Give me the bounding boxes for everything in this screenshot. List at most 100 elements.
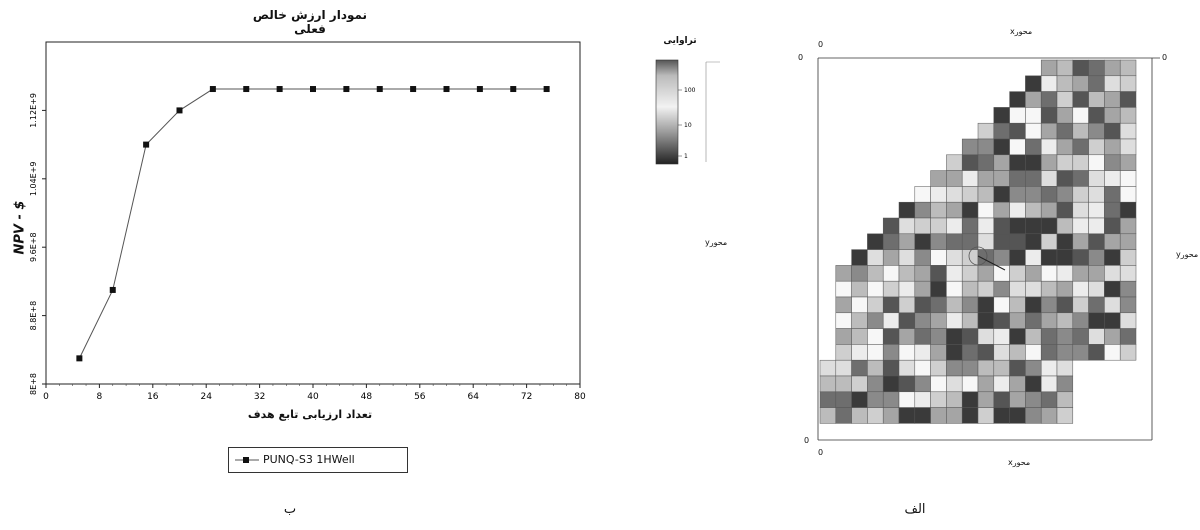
grid-cell [1104, 249, 1121, 266]
grid-cell [1009, 91, 1026, 108]
grid-cell [1040, 107, 1058, 124]
grid-cell [1119, 59, 1137, 77]
grid-cell [977, 154, 995, 171]
grid-cell [1119, 75, 1137, 92]
grid-cell [961, 328, 979, 345]
grid-cell [898, 344, 916, 361]
grid-cell [1072, 296, 1089, 314]
grid-cell [1072, 265, 1089, 282]
grid-cell [1009, 344, 1026, 361]
grid-cell [1025, 75, 1042, 92]
grid-cell [882, 280, 900, 298]
grid-cell [851, 249, 868, 266]
grid-cell [993, 312, 1010, 329]
grid-cell [1040, 233, 1058, 250]
grid-cell [867, 265, 884, 282]
grid-cell [1072, 249, 1089, 266]
grid-cell [1119, 122, 1137, 140]
grid-cell [946, 296, 963, 314]
grid-cell [930, 391, 947, 408]
grid-cell [946, 328, 963, 345]
y-axis: 8E+8 8.8E+8 9.6E+8 1.04E+9 1.12E+9 [29, 93, 46, 395]
x-tick-label: 72 [521, 392, 532, 402]
grid-cell [993, 344, 1010, 361]
grid-cell [993, 280, 1010, 298]
grid-cell [1040, 344, 1058, 361]
grid-cell [867, 391, 884, 408]
grid-cell [930, 375, 947, 393]
corner-label: 0 [798, 53, 804, 62]
grid-cell [898, 407, 916, 424]
grid-cell [1088, 91, 1105, 108]
colorbar-gradient [655, 59, 679, 165]
grid-cell [1040, 201, 1058, 219]
grid-cell [851, 375, 868, 393]
grid-cell [1040, 407, 1058, 424]
grid-cell [1009, 217, 1026, 235]
grid-cell [835, 344, 852, 361]
x-axis-label-top: محورx [1010, 27, 1033, 36]
grid-cell [1119, 186, 1137, 203]
chart-title: نمودار ارزش خالص فعلی [252, 8, 368, 36]
grid-cell [1104, 312, 1121, 329]
grid-cell [1088, 122, 1105, 140]
grid-cell [961, 296, 979, 314]
grid-cell [1056, 280, 1074, 298]
x-tick-label: 56 [414, 392, 426, 402]
grid-cell [1025, 186, 1042, 203]
grid-cell [882, 407, 900, 424]
grid-cell [930, 296, 947, 314]
y-tick-label: 8E+8 [29, 373, 38, 395]
grid-cell [1056, 249, 1074, 266]
grid-cell [867, 280, 884, 298]
grid-cell [914, 265, 931, 282]
grid-cell [1088, 328, 1105, 345]
grid-cell [1056, 59, 1074, 77]
grid-cell [835, 375, 852, 393]
grid-cell [1025, 201, 1042, 219]
grid-cell [898, 328, 916, 345]
data-point [476, 86, 483, 93]
grid-cell [851, 328, 868, 345]
grid-cell [1119, 344, 1137, 361]
grid-cell [961, 359, 979, 377]
panel-label-right: الف [904, 502, 926, 517]
grid-cell [1056, 344, 1074, 361]
grid-cell [1025, 344, 1042, 361]
grid-cell [1119, 328, 1137, 345]
grid-cell [1088, 138, 1105, 156]
grid-cell [882, 249, 900, 266]
grid-cell [1088, 296, 1105, 314]
grid-cell [1119, 154, 1137, 171]
grid-cell [819, 375, 837, 393]
grid-cell [914, 359, 931, 377]
grid-cell [1025, 233, 1042, 250]
grid-cell [930, 312, 947, 329]
grid-cell [835, 265, 852, 282]
grid-cell [1040, 91, 1058, 108]
grid-cell [1072, 75, 1089, 92]
grid-cell [914, 249, 931, 266]
grid-cell [882, 233, 900, 250]
grid-cell [1088, 280, 1105, 298]
grid-cell [1040, 122, 1058, 140]
grid-cell [961, 280, 979, 298]
grid-cells [819, 59, 1137, 424]
grid-cell [977, 391, 995, 408]
grid-cell [1056, 407, 1074, 424]
grid-cell [1072, 170, 1089, 187]
grid-cell [930, 249, 947, 266]
grid-cell [898, 217, 916, 235]
y-tick-label: 1.04E+9 [29, 161, 38, 196]
grid-cell [1056, 170, 1074, 187]
grid-cell [851, 391, 868, 408]
grid-cell [1088, 249, 1105, 266]
grid-cell [914, 296, 931, 314]
grid-cell [977, 186, 995, 203]
grid-cell [1119, 296, 1137, 314]
grid-cell [1119, 170, 1137, 187]
grid-cell [882, 375, 900, 393]
grid-cell [977, 170, 995, 187]
grid-cell [1056, 328, 1074, 345]
grid-cell [1040, 249, 1058, 266]
